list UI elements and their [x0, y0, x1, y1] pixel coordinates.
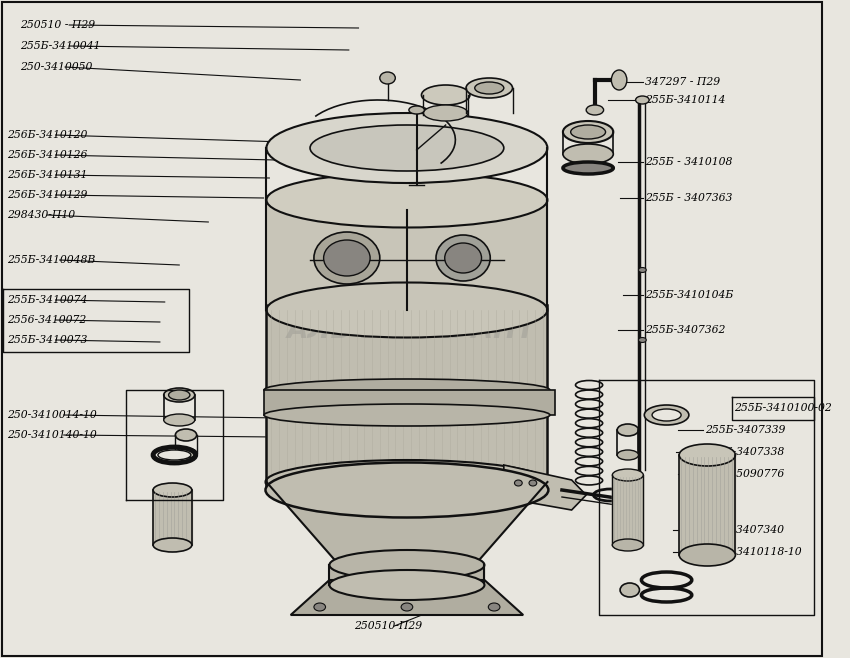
Ellipse shape [265, 463, 548, 517]
Ellipse shape [488, 603, 500, 611]
Text: 255Б-3407339: 255Б-3407339 [706, 425, 785, 435]
Text: 255Б-3410048В: 255Б-3410048В [7, 255, 95, 265]
Text: 250-3410050: 250-3410050 [20, 62, 93, 72]
Ellipse shape [617, 424, 638, 436]
Ellipse shape [314, 232, 380, 284]
Ellipse shape [638, 268, 646, 272]
Ellipse shape [652, 409, 681, 421]
Text: 2556-3410118-10: 2556-3410118-10 [706, 547, 802, 557]
Ellipse shape [612, 469, 643, 481]
Text: 256Б-3410126: 256Б-3410126 [7, 150, 88, 160]
Polygon shape [679, 455, 735, 555]
Text: 2556-3410072: 2556-3410072 [7, 315, 86, 325]
Ellipse shape [380, 72, 395, 84]
Text: 250510-П29: 250510-П29 [354, 621, 422, 631]
Ellipse shape [324, 240, 370, 276]
Text: 252135 - П2: 252135 - П2 [354, 603, 422, 613]
Text: 256Б-3410129: 256Б-3410129 [7, 190, 88, 200]
Ellipse shape [266, 113, 547, 183]
Text: АЛЬФА-ГАРАНТ: АЛЬФА-ГАРАНТ [287, 316, 536, 344]
Polygon shape [266, 482, 547, 565]
Ellipse shape [586, 105, 604, 115]
Ellipse shape [330, 570, 484, 600]
Ellipse shape [475, 82, 504, 94]
Ellipse shape [626, 496, 637, 510]
Ellipse shape [409, 106, 424, 114]
Text: 255Б-3407362: 255Б-3407362 [645, 325, 726, 335]
Polygon shape [612, 475, 643, 545]
Ellipse shape [617, 450, 638, 460]
Ellipse shape [644, 405, 688, 425]
Text: 256Б-3410120: 256Б-3410120 [7, 130, 88, 140]
Text: 255Б - 3410108: 255Б - 3410108 [645, 157, 733, 167]
Ellipse shape [570, 125, 605, 139]
Text: 201464-П29: 201464-П29 [354, 585, 422, 595]
Polygon shape [504, 465, 586, 510]
Ellipse shape [514, 480, 522, 486]
Bar [264, 390, 555, 415]
Ellipse shape [422, 85, 470, 105]
Ellipse shape [445, 243, 482, 273]
Ellipse shape [265, 460, 548, 504]
Ellipse shape [563, 144, 614, 164]
Text: 298430-П10: 298430-П10 [7, 210, 75, 220]
Ellipse shape [164, 414, 195, 426]
Ellipse shape [164, 388, 195, 402]
Ellipse shape [679, 544, 735, 566]
Ellipse shape [679, 444, 735, 466]
Ellipse shape [638, 338, 646, 343]
Ellipse shape [175, 429, 196, 441]
Text: 347297 - П29: 347297 - П29 [645, 77, 721, 87]
Ellipse shape [611, 70, 626, 90]
Ellipse shape [264, 379, 550, 401]
Text: 250-3410014-10: 250-3410014-10 [7, 410, 97, 420]
Ellipse shape [330, 550, 484, 580]
Ellipse shape [436, 235, 490, 281]
Ellipse shape [636, 96, 649, 104]
Ellipse shape [529, 480, 536, 486]
Text: 255Б - 3407363: 255Б - 3407363 [645, 193, 733, 203]
Text: 255Б-3410074: 255Б-3410074 [7, 295, 88, 305]
Ellipse shape [168, 390, 190, 400]
Text: 255Б-3410041: 255Б-3410041 [20, 41, 100, 51]
Text: 255Б-3410100-02: 255Б-3410100-02 [734, 403, 832, 413]
Polygon shape [330, 565, 484, 585]
Text: 2556-3407338: 2556-3407338 [706, 447, 785, 457]
Ellipse shape [175, 448, 196, 458]
Text: 256Б-3410131: 256Б-3410131 [7, 170, 88, 180]
Ellipse shape [401, 603, 413, 611]
Text: 255б-3407340: 255б-3407340 [706, 525, 785, 535]
Ellipse shape [423, 105, 468, 121]
Text: 255Б-3410073: 255Б-3410073 [7, 335, 88, 345]
Ellipse shape [563, 121, 614, 143]
Ellipse shape [266, 172, 547, 228]
Ellipse shape [264, 404, 550, 426]
Text: 255Б-3410104Б: 255Б-3410104Б [645, 290, 734, 300]
Ellipse shape [310, 125, 504, 171]
Ellipse shape [153, 538, 192, 552]
Ellipse shape [314, 603, 326, 611]
Text: 250-3410140-10: 250-3410140-10 [7, 430, 97, 440]
Ellipse shape [158, 450, 191, 460]
Polygon shape [153, 490, 192, 545]
Ellipse shape [466, 78, 513, 98]
Ellipse shape [612, 539, 643, 551]
Text: 250510 - П29: 250510 - П29 [20, 20, 95, 30]
Ellipse shape [563, 162, 614, 174]
Text: 120-35090776: 120-35090776 [706, 469, 785, 479]
Ellipse shape [153, 483, 192, 497]
Polygon shape [291, 580, 524, 615]
Ellipse shape [266, 282, 547, 338]
Text: 255Б-3410114: 255Б-3410114 [645, 95, 726, 105]
Ellipse shape [620, 583, 639, 597]
